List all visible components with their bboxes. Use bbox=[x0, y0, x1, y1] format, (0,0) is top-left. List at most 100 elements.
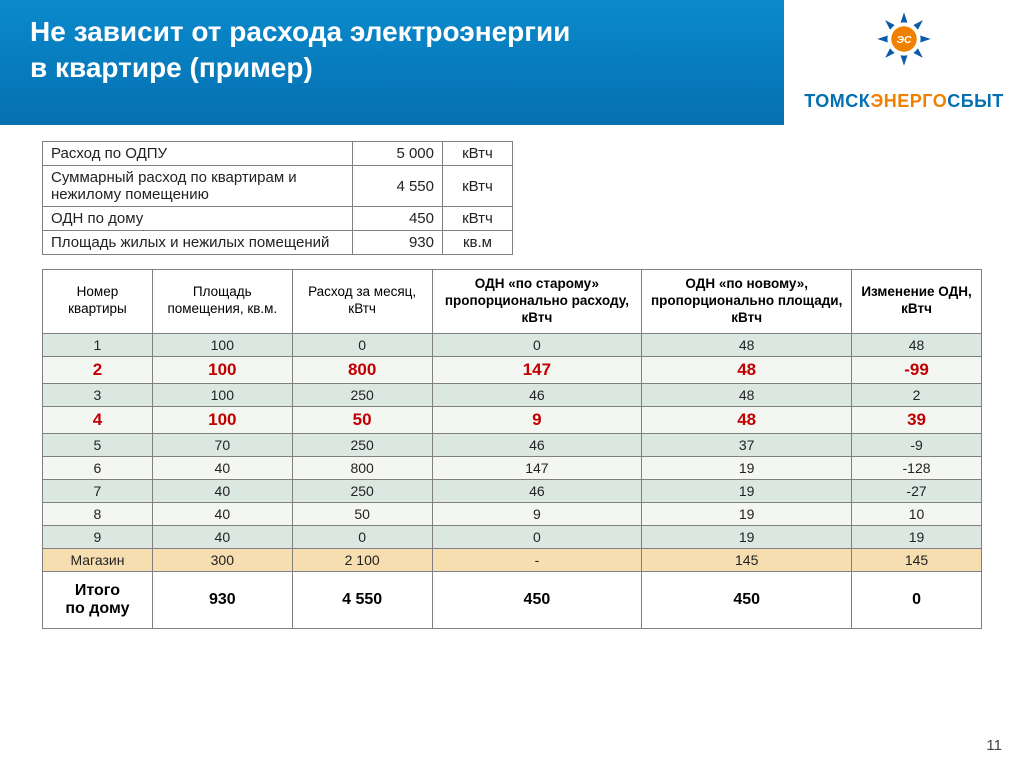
table-row: 210080014748-99 bbox=[43, 356, 982, 383]
slide-header: Не зависит от расхода электроэнергии в к… bbox=[0, 0, 1024, 125]
table-row: 64080014719-128 bbox=[43, 456, 982, 479]
table-cell: 19 bbox=[852, 525, 982, 548]
slide-content: Расход по ОДПУ5 000кВтчСуммарный расход … bbox=[0, 125, 1024, 629]
table-cell: 300 bbox=[152, 548, 292, 571]
table-cell: 39 bbox=[852, 406, 982, 433]
table-cell: 19 bbox=[642, 525, 852, 548]
table-header-row: Номер квартирыПлощадь помещения, кв.м.Ра… bbox=[43, 270, 982, 334]
summary-value: 450 bbox=[353, 207, 443, 231]
table-cell: 40 bbox=[152, 479, 292, 502]
totals-cell: 450 bbox=[642, 571, 852, 628]
table-cell: 48 bbox=[642, 406, 852, 433]
table-cell: 19 bbox=[642, 479, 852, 502]
brand-part-2: ЭНЕРГО bbox=[870, 91, 947, 111]
brand-text-container: ТОМСКЭНЕРГОСБЫТ bbox=[784, 78, 1024, 125]
table-cell: 48 bbox=[642, 333, 852, 356]
main-data-table: Номер квартирыПлощадь помещения, кв.м.Ра… bbox=[42, 269, 982, 629]
table-cell: 50 bbox=[292, 502, 432, 525]
summary-row: Суммарный расход по квартирам и нежилому… bbox=[43, 166, 513, 207]
sun-logo-icon: ЭС bbox=[875, 10, 933, 68]
brand-part-1: ТОМСК bbox=[804, 91, 870, 111]
table-cell: 48 bbox=[642, 383, 852, 406]
totals-label: Итогопо дому bbox=[43, 571, 153, 628]
summary-row: ОДН по дому450кВтч bbox=[43, 207, 513, 231]
table-cell: 100 bbox=[152, 383, 292, 406]
table-cell: 8 bbox=[43, 502, 153, 525]
summary-label: ОДН по дому bbox=[43, 207, 353, 231]
summary-row: Площадь жилых и нежилых помещений930кв.м bbox=[43, 231, 513, 255]
table-cell: 37 bbox=[642, 433, 852, 456]
page-number: 11 bbox=[986, 737, 1002, 754]
table-cell: 800 bbox=[292, 456, 432, 479]
summary-label: Расход по ОДПУ bbox=[43, 142, 353, 166]
title-line-2: в квартире (пример) bbox=[30, 52, 313, 83]
table-cell: 9 bbox=[432, 502, 642, 525]
column-header: ОДН «по старому» пропорционально расходу… bbox=[432, 270, 642, 334]
column-header: Номер квартиры bbox=[43, 270, 153, 334]
table-cell: 145 bbox=[642, 548, 852, 571]
totals-cell: 930 bbox=[152, 571, 292, 628]
table-cell: -27 bbox=[852, 479, 982, 502]
summary-label: Площадь жилых и нежилых помещений bbox=[43, 231, 353, 255]
svg-text:ЭС: ЭС bbox=[896, 35, 912, 46]
table-row: Магазин3002 100-145145 bbox=[43, 548, 982, 571]
table-cell: 100 bbox=[152, 356, 292, 383]
table-cell: 2 bbox=[852, 383, 982, 406]
table-cell: 9 bbox=[43, 525, 153, 548]
table-cell: 46 bbox=[432, 479, 642, 502]
table-row: 41005094839 bbox=[43, 406, 982, 433]
summary-unit: кВтч bbox=[443, 207, 513, 231]
table-cell: 48 bbox=[852, 333, 982, 356]
table-cell: 6 bbox=[43, 456, 153, 479]
table-cell: 147 bbox=[432, 356, 642, 383]
table-cell: 2 100 bbox=[292, 548, 432, 571]
column-header: Площадь помещения, кв.м. bbox=[152, 270, 292, 334]
table-cell: 5 bbox=[43, 433, 153, 456]
table-cell: 250 bbox=[292, 433, 432, 456]
table-cell: 145 bbox=[852, 548, 982, 571]
table-cell: Магазин bbox=[43, 548, 153, 571]
brand-text: ТОМСКЭНЕРГОСБЫТ bbox=[804, 91, 1004, 112]
table-cell: 46 bbox=[432, 433, 642, 456]
table-cell: 19 bbox=[642, 502, 852, 525]
table-cell: 100 bbox=[152, 406, 292, 433]
table-cell: 70 bbox=[152, 433, 292, 456]
summary-table: Расход по ОДПУ5 000кВтчСуммарный расход … bbox=[42, 141, 513, 255]
title-line-1: Не зависит от расхода электроэнергии bbox=[30, 16, 570, 47]
table-cell: 250 bbox=[292, 383, 432, 406]
table-cell: 250 bbox=[292, 479, 432, 502]
table-cell: 7 bbox=[43, 479, 153, 502]
table-cell: 0 bbox=[292, 525, 432, 548]
summary-value: 930 bbox=[353, 231, 443, 255]
table-cell: - bbox=[432, 548, 642, 571]
table-row: 310025046482 bbox=[43, 383, 982, 406]
table-cell: -128 bbox=[852, 456, 982, 479]
table-cell: 0 bbox=[432, 333, 642, 356]
summary-unit: кВтч bbox=[443, 166, 513, 207]
brand-bar: ЭС ТОМСКЭНЕРГОСБЫТ bbox=[784, 0, 1024, 125]
table-cell: 48 bbox=[642, 356, 852, 383]
table-cell: 40 bbox=[152, 456, 292, 479]
table-cell: 9 bbox=[432, 406, 642, 433]
table-cell: 40 bbox=[152, 502, 292, 525]
totals-cell: 450 bbox=[432, 571, 642, 628]
column-header: Изменение ОДН, кВтч bbox=[852, 270, 982, 334]
table-cell: 46 bbox=[432, 383, 642, 406]
table-cell: 10 bbox=[852, 502, 982, 525]
totals-cell: 0 bbox=[852, 571, 982, 628]
table-row: 940001919 bbox=[43, 525, 982, 548]
table-cell: 19 bbox=[642, 456, 852, 479]
column-header: Расход за месяц, кВтч bbox=[292, 270, 432, 334]
table-cell: 40 bbox=[152, 525, 292, 548]
table-cell: -9 bbox=[852, 433, 982, 456]
table-cell: 0 bbox=[432, 525, 642, 548]
table-row: 1100004848 bbox=[43, 333, 982, 356]
summary-value: 5 000 bbox=[353, 142, 443, 166]
table-cell: 50 bbox=[292, 406, 432, 433]
totals-cell: 4 550 bbox=[292, 571, 432, 628]
table-cell: 4 bbox=[43, 406, 153, 433]
brand-part-3: СБЫТ bbox=[947, 91, 1004, 111]
summary-value: 4 550 bbox=[353, 166, 443, 207]
logo-container: ЭС bbox=[784, 0, 1024, 78]
summary-row: Расход по ОДПУ5 000кВтч bbox=[43, 142, 513, 166]
